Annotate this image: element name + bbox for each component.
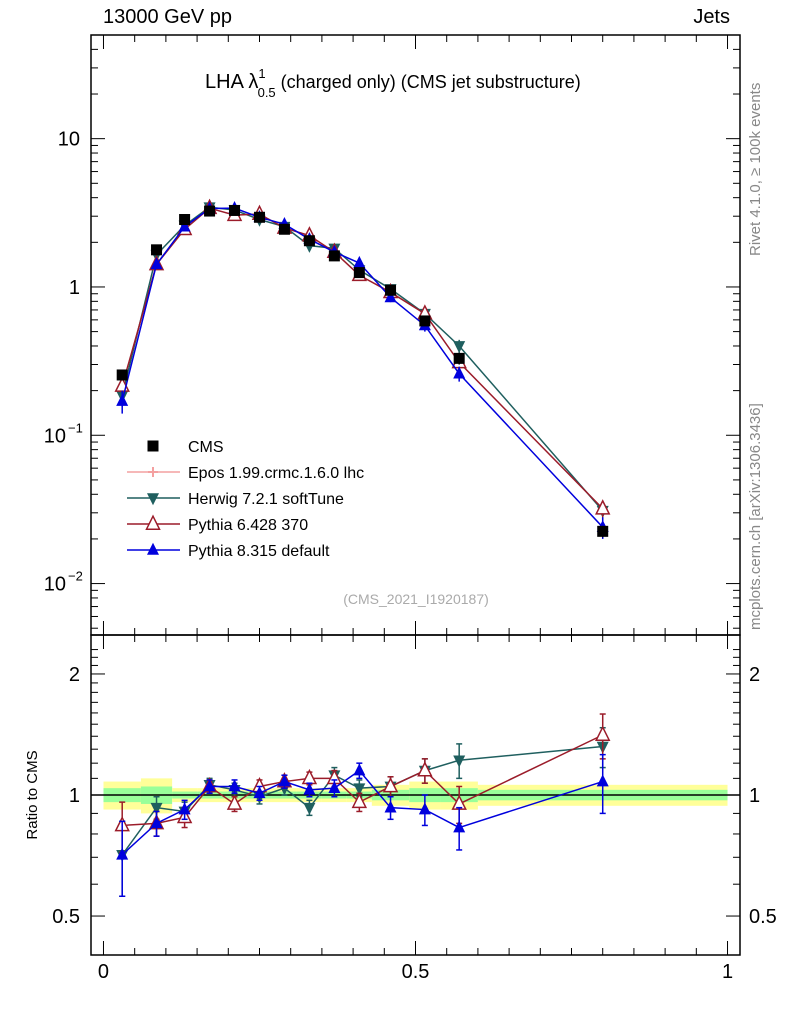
data-point [178, 219, 191, 232]
y-tick-label: 10 [58, 129, 80, 151]
y-tick-label-exponent: −1 [68, 420, 83, 435]
data-point [253, 211, 265, 223]
ratio-axis-label: Ratio to CMS [24, 750, 41, 839]
y-tick-label: 10 [44, 425, 66, 447]
ratio-series-line [122, 734, 604, 827]
data-point [116, 393, 129, 406]
ratio-series-pythia [116, 753, 609, 897]
data-point [229, 204, 241, 216]
ratio-y-tick-label-right: 0.5 [749, 906, 777, 928]
legend-label: Epos 1.99.crmc.1.6.0 lhc [188, 465, 364, 482]
legend-label: Pythia 6.428 370 [188, 517, 308, 534]
data-point [385, 284, 397, 296]
ratio-data-point [353, 763, 366, 776]
ratio-data-point [303, 802, 316, 815]
x-tick-label: 0 [98, 961, 109, 983]
ratio-data-point [203, 779, 216, 792]
ratio-data-point [453, 755, 466, 768]
series-cms [116, 204, 609, 538]
legend-marker [147, 542, 159, 555]
legend-marker [147, 440, 159, 452]
data-point [116, 369, 128, 381]
category-label: Jets [693, 6, 730, 28]
data-point [353, 267, 365, 279]
data-point [594, 499, 611, 515]
data-point [419, 315, 431, 327]
ratio-data-point [418, 802, 431, 815]
series-line [121, 207, 604, 510]
data-point [453, 352, 465, 364]
ratio-y-tick-label: 1 [69, 785, 80, 807]
data-point [453, 341, 466, 354]
data-point [179, 214, 191, 226]
legend-marker [147, 493, 159, 506]
ratio-series-herwig [116, 726, 609, 897]
data-point [151, 244, 163, 256]
ratio-data-point [253, 786, 266, 799]
y-tick-label-exponent: −2 [68, 569, 83, 584]
ratio-data-point [594, 725, 611, 741]
legend-label: CMS [188, 439, 224, 456]
legend: CMS Epos 1.99.crmc.1.6.0 lhc Herwig 7.2.1 … [127, 439, 364, 560]
data-point [353, 255, 366, 268]
ratio-series-pythia [114, 713, 611, 854]
ratio-data-point [453, 820, 466, 833]
data-point [204, 205, 216, 217]
ratio-data-point [596, 774, 609, 787]
ratio-data-point [228, 779, 241, 792]
ratio-data-point [178, 802, 191, 815]
ratio-data-point [328, 780, 341, 793]
ratio-data-point [303, 782, 316, 795]
plot-title: LHA λ1 0.5 (charged only) (CMS jet substr… [205, 66, 581, 100]
ratio-y-tick-label-right: 1 [749, 785, 760, 807]
data-point [150, 257, 163, 270]
legend-marker [145, 514, 161, 530]
data-point [384, 290, 397, 303]
series-pythia [116, 200, 609, 539]
ratio-y-tick-label-right: 2 [749, 664, 760, 686]
data-point [328, 250, 340, 262]
ratio-data-point [226, 794, 243, 810]
ratio-y-tick-label: 0.5 [52, 906, 80, 928]
analysis-watermark: (CMS_2021_I1920187) [343, 591, 489, 607]
ratio-data-point [351, 792, 368, 809]
ratio-data-point [278, 774, 291, 787]
y-tick-label: 1 [69, 277, 80, 299]
x-tick-label: 1 [722, 961, 733, 983]
ratio-data-point [353, 783, 366, 796]
y-tick-label: 10 [44, 574, 66, 596]
ratio-uncertainty-bands [103, 778, 728, 814]
ratio-data-point [382, 777, 399, 793]
ratio-data-point [417, 761, 433, 777]
ratio-y-tick-label: 2 [69, 664, 80, 686]
ratio-series-line [121, 769, 603, 856]
data-point [597, 525, 609, 537]
data-point [303, 235, 315, 247]
data-point [453, 366, 466, 379]
ratio-data-point [150, 802, 163, 815]
ratio-data-point [301, 768, 318, 785]
legend-label: Pythia 8.315 default [188, 543, 330, 560]
ratio-data-point [150, 816, 163, 829]
legend-label: Herwig 7.2.1 softTune [188, 491, 344, 508]
x-tick-label: 0.5 [402, 961, 430, 983]
data-point [278, 223, 290, 235]
energy-label: 13000 GeV pp [103, 6, 232, 28]
ratio-data-point [116, 847, 129, 860]
ratio-data-point [384, 800, 397, 813]
legend-marker [148, 467, 158, 477]
